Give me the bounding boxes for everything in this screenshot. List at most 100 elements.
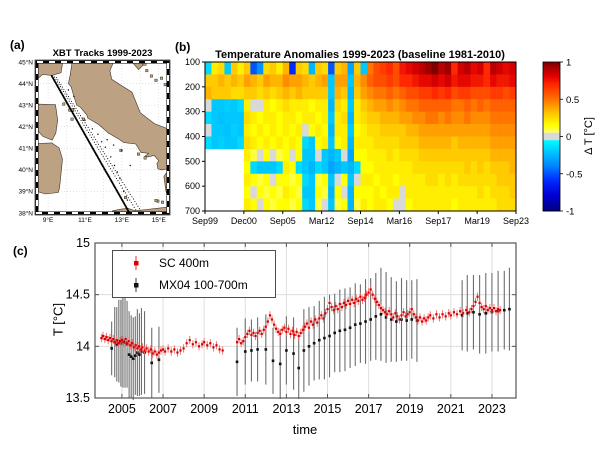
heatmap-cell [315,111,322,125]
heatmap-cell [405,136,413,150]
track-scatter-dot [84,119,86,121]
heatmap-cell [399,124,407,137]
mx04-data-point [460,314,464,317]
heatmap-cell [418,74,426,88]
track-dot-secondary [128,191,130,193]
track-dot-secondary [76,112,78,114]
islet [149,74,153,78]
colorbar-swatch [543,201,560,203]
heatmap-cell [418,198,426,212]
track-scatter-dot [91,128,94,130]
heatmap-cell [418,62,426,75]
sc-data-point [107,339,110,342]
heatmap-cell [308,62,316,75]
heatmap-cell [211,99,219,112]
track-dot-secondary [110,168,112,170]
heatmap-cell [250,124,258,137]
sc-data-point [272,323,276,326]
heatmap-cell [302,198,309,212]
heatmap-cell [470,86,478,100]
heatmap-cell [366,161,374,175]
sc-data-point [406,313,409,316]
heatmap-cell [354,99,361,112]
colorbar-swatch [543,202,560,204]
sc-data-point [330,305,333,309]
sc-data-point [404,315,407,318]
heatmap-cell [341,148,348,162]
track-scatter-dot [67,89,70,91]
heatmap-cell [224,111,232,125]
track-dot-secondary [117,180,119,182]
heatmap-cell [263,62,271,75]
sc-data-point [361,298,364,301]
track-dot-secondary [107,163,109,165]
heatmap-cell [256,124,264,137]
heatmap-cell [308,86,316,100]
heatmap-cell [334,161,342,175]
xtick-label-c: 2005 [108,402,136,416]
heatmap-cell [405,99,413,112]
heatmap-cell [224,62,232,75]
heatmap-cell [379,198,387,212]
sc-data-point [420,320,424,323]
heatmap-cell [360,148,368,162]
heatmap-cell [250,86,258,100]
sc-data-point [117,342,120,345]
heatmap-cell [392,62,400,75]
heatmap-cell [250,74,258,88]
heatmap-cell [302,161,309,175]
heatmap-cell [237,99,245,112]
heatmap-cell [431,161,439,175]
track-scatter-dot [73,95,75,98]
heatmap-cell [477,62,484,75]
mx04-data-point [369,318,372,321]
sc-data-point [344,303,348,307]
sc-data-point [137,345,141,348]
heatmap-cell [256,111,264,125]
heatmap-cell [405,148,413,162]
heatmap-cell [477,136,484,150]
heatmap-cell [276,124,284,137]
heatmap-cell [354,186,361,199]
sc-data-point [326,308,329,311]
sc-data-point [197,345,201,348]
heatmap-cell [269,86,277,100]
heatmap-cell [483,86,491,100]
heatmap-cell [379,62,387,75]
colorbar-swatch [543,206,560,208]
heatmap-ytick-label: 400 [185,132,200,142]
islet [154,199,158,202]
colorbar-swatch [543,66,560,69]
colorbar-swatch [543,184,560,187]
sc-data-point [465,309,468,312]
heatmap-cell [373,62,381,75]
sc-data-point [386,313,389,316]
heatmap-cell [490,173,497,187]
sc-data-point [264,325,267,328]
heatmap-cell [470,62,478,75]
heatmap-cell [457,74,465,88]
heatmap-cell [503,124,510,137]
sc-data-point [268,314,272,317]
track-dot-secondary [81,117,83,119]
heatmap-cell [490,148,497,162]
heatmap-cell [444,198,452,212]
sc-data-point [139,348,142,351]
heatmap-cell [263,86,271,100]
heatmap-cell [438,74,446,88]
track-dot-secondary [108,160,110,162]
islet [62,102,66,106]
heatmap-cell [217,86,225,100]
mx04-data-point [328,334,331,338]
sc-data-point [412,313,415,316]
heatmap-cell [379,136,387,150]
mx04-data-point [343,328,347,332]
heatmap-cell [496,99,504,112]
heatmap-cell [250,111,258,125]
heatmap-cell [444,74,452,88]
heatmap-cell [217,62,225,75]
sc-data-point [377,303,380,307]
track-dot-secondary [80,119,82,122]
heatmap-cell [451,111,458,125]
heatmap-cell [321,173,329,187]
